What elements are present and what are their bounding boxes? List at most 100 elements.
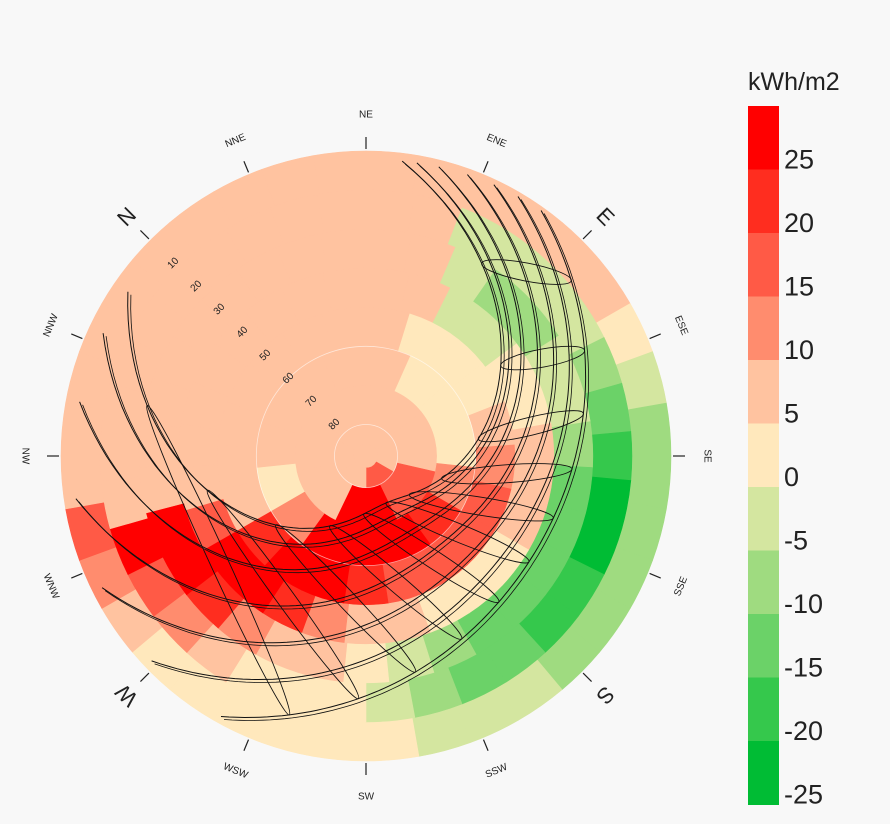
legend-tick-label: 25 xyxy=(784,144,814,174)
direction-tick xyxy=(140,230,150,240)
hour-analemma xyxy=(500,345,586,371)
legend-tick-label: -5 xyxy=(784,525,808,555)
direction-tick xyxy=(71,333,83,340)
legend-tick-label: 10 xyxy=(784,335,814,365)
sun-path-arc xyxy=(101,184,555,644)
dome-cell xyxy=(177,423,220,468)
sun-path-arc xyxy=(151,196,570,681)
sun-path-arc xyxy=(105,165,513,548)
dome-cell xyxy=(627,402,672,457)
legend-tick-label: -15 xyxy=(784,652,823,682)
direction-label-wsw: WSW xyxy=(222,761,250,781)
direction-label-ne: NE xyxy=(359,110,373,121)
dome-cell xyxy=(627,455,672,510)
direction-tick xyxy=(482,739,489,751)
sun-path-arc xyxy=(104,187,557,647)
direction-label-e: E xyxy=(591,202,619,230)
legend-bin xyxy=(748,233,779,297)
sun-path-arc xyxy=(75,174,539,607)
direction-label-s: S xyxy=(591,681,619,709)
dome-cell xyxy=(60,402,105,457)
direction-tick xyxy=(649,333,661,340)
dome-cell xyxy=(60,455,105,510)
direction-label-nw: NW xyxy=(19,448,30,465)
hour-analemma xyxy=(408,491,554,522)
direction-tick xyxy=(243,739,250,751)
hour-analemma xyxy=(363,512,500,604)
legend-bin xyxy=(748,423,779,488)
legend-bin xyxy=(748,296,779,361)
dome-cell xyxy=(343,564,389,605)
sun-path-arc xyxy=(82,169,525,574)
sun-path-arc xyxy=(79,166,522,571)
legend-tick-label: -20 xyxy=(784,716,823,746)
sun-path-arc xyxy=(130,163,505,532)
direction-label-nne: NNE xyxy=(224,132,248,150)
direction-label-n: N xyxy=(112,202,141,231)
sun-path-arc xyxy=(78,177,541,610)
altitude-ring xyxy=(334,424,398,488)
legend-tick-label: 15 xyxy=(784,271,814,301)
legend-bin xyxy=(748,487,779,551)
hour-analemma xyxy=(477,410,584,443)
hour-analemma xyxy=(329,525,463,640)
direction-tick xyxy=(582,672,592,682)
legend-tick-labels: 25 20 15 10 5 0 -5 -10 -15 -20 -25 xyxy=(784,144,823,809)
dome-cell xyxy=(365,717,420,762)
sun-path-arc xyxy=(223,213,590,721)
dome-cell xyxy=(365,228,413,273)
legend-bins xyxy=(748,106,779,805)
direction-label-se: SE xyxy=(701,449,712,463)
sun-path-arc xyxy=(102,162,510,545)
dome-cell xyxy=(365,150,420,195)
legend-tick-label: 0 xyxy=(784,462,799,492)
hour-analemma xyxy=(146,404,291,716)
direction-tick xyxy=(482,161,489,173)
direction-tick xyxy=(71,572,83,579)
direction-label-ssw: SSW xyxy=(484,762,510,781)
legend-tick-label: -25 xyxy=(784,779,823,809)
sun-path-arc xyxy=(154,199,573,683)
legend-bin xyxy=(748,106,779,170)
legend-bin xyxy=(748,614,779,678)
sky-dome xyxy=(60,150,672,762)
dome-cell xyxy=(316,189,367,234)
direction-label-wnw: WNW xyxy=(41,572,61,601)
dome-cell xyxy=(365,189,416,234)
legend-bin xyxy=(748,741,779,805)
legend-bin xyxy=(748,677,779,742)
direction-label-nnw: NNW xyxy=(41,312,61,339)
hour-analemma xyxy=(441,463,573,485)
legend-bin xyxy=(748,360,779,424)
hour-analemma xyxy=(385,501,530,564)
direction-tick xyxy=(649,572,661,579)
dome-cell xyxy=(342,642,390,684)
hour-analemma xyxy=(481,259,572,285)
direction-tick xyxy=(140,672,150,682)
direction-label-ene: ENE xyxy=(485,132,509,150)
dome-cell xyxy=(591,431,633,481)
dome-cell xyxy=(316,678,367,723)
legend-bin xyxy=(748,169,779,234)
legend-title: kWh/m2 xyxy=(748,68,840,96)
legend-bin xyxy=(748,550,779,615)
legend-tick-label: -10 xyxy=(784,589,823,619)
hour-analemma xyxy=(275,524,417,673)
hour-analemma xyxy=(206,489,360,700)
direction-label-sw: SW xyxy=(358,792,375,803)
altitude-ring xyxy=(255,345,477,567)
dome-cell xyxy=(312,717,367,762)
color-legend: kWh/m2 25 20 15 10 5 0 -5 -10 -15 -20 -25 xyxy=(748,68,840,809)
direction-label-w: W xyxy=(110,679,143,712)
sun-path-overlay xyxy=(75,160,590,721)
direction-label-sse: SSE xyxy=(672,575,690,598)
direction-tick xyxy=(243,161,250,173)
direction-tick xyxy=(582,230,592,240)
direction-ticks xyxy=(47,137,685,775)
direction-label-ese: ESE xyxy=(672,314,690,337)
legend-tick-label: 5 xyxy=(784,398,799,428)
dome-cell xyxy=(312,150,367,195)
dome-cell xyxy=(319,228,367,273)
legend-tick-label: 20 xyxy=(784,208,814,238)
